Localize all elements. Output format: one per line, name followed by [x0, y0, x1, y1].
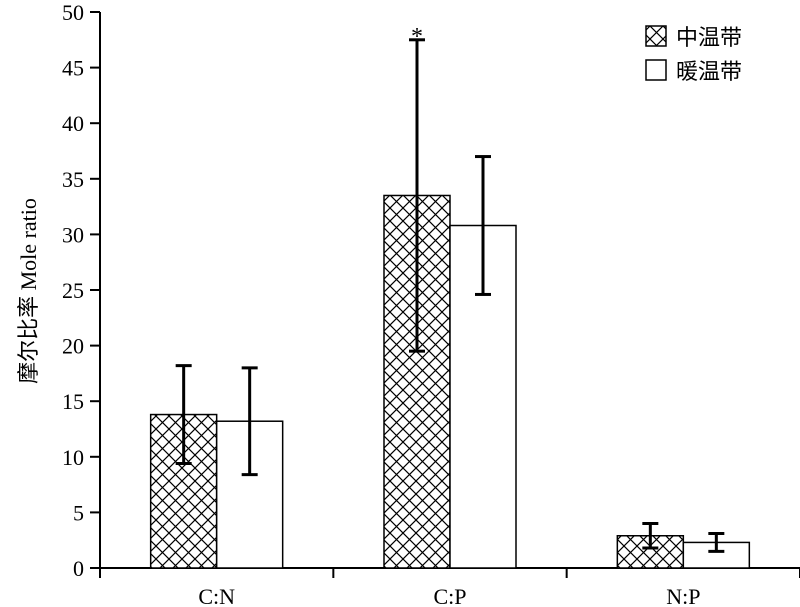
- legend-label: 暖温带: [676, 60, 742, 85]
- x-axis: C:N C:P N:P: [99, 567, 800, 607]
- error-bars: [175, 38, 725, 553]
- y-tick-label: 30: [62, 222, 84, 247]
- category-label: C:N: [198, 584, 235, 607]
- category-label: C:P: [433, 584, 466, 607]
- category-label: N:P: [666, 584, 700, 607]
- y-tick-label: 35: [62, 167, 84, 192]
- y-tick-label: 25: [62, 278, 84, 303]
- y-tick-label: 50: [62, 0, 84, 25]
- y-tick-label: 45: [62, 56, 84, 81]
- y-tick-label: 5: [73, 500, 84, 525]
- y-tick-label: 0: [73, 556, 84, 581]
- y-axis: 0 5 10 15 20 25 30 35 40 45 50: [62, 0, 101, 581]
- significance-marker: *: [411, 24, 423, 50]
- y-tick-label: 15: [62, 389, 84, 414]
- y-tick-label: 20: [62, 334, 84, 359]
- legend-label: 中温带: [676, 26, 742, 51]
- legend-swatch: [645, 59, 667, 81]
- y-tick-label: 10: [62, 445, 84, 470]
- bar-series1: [149, 413, 218, 569]
- annotations: *: [411, 24, 423, 50]
- legend-swatch: [645, 25, 667, 47]
- y-tick-label: 40: [62, 111, 84, 136]
- y-axis-label: 摩尔比率 Mole ratio: [16, 198, 41, 384]
- bar-series1: [383, 194, 451, 569]
- bars: [149, 194, 751, 569]
